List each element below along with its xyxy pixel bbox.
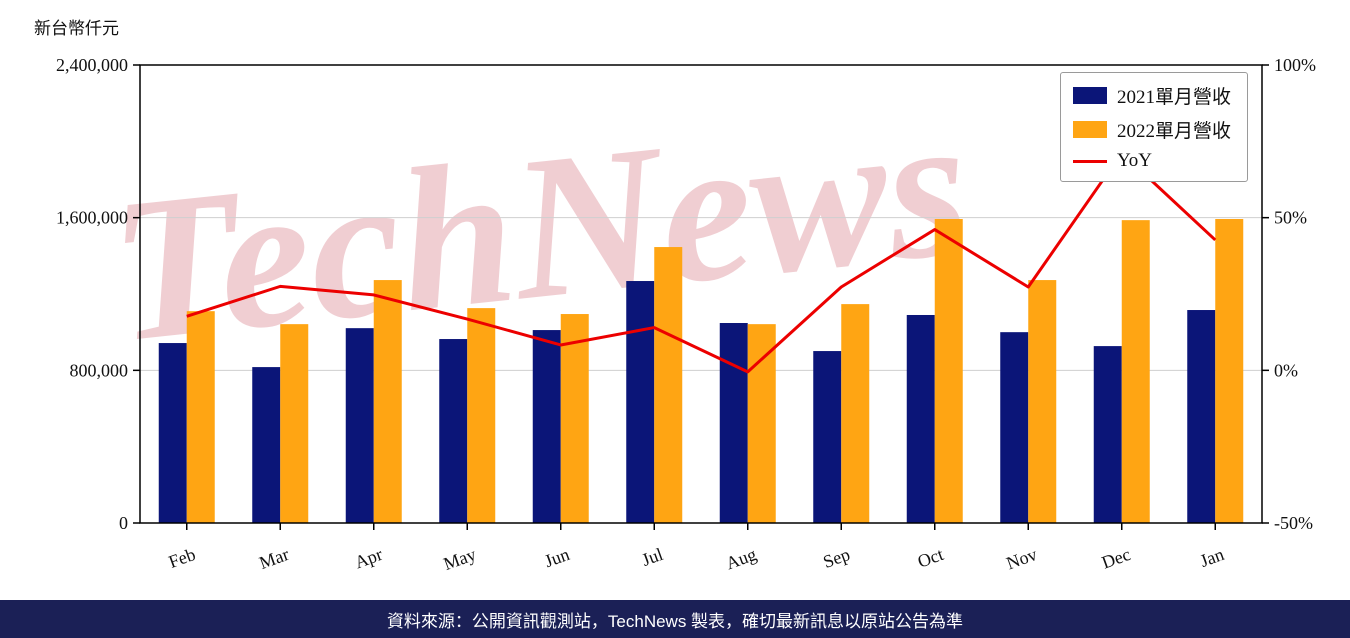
yoy-line: [186, 151, 1217, 374]
y-left-tick-label: 800,000: [70, 360, 129, 380]
x-tick-label: Apr: [352, 544, 385, 572]
y-left-tick-label: 2,400,000: [56, 55, 128, 75]
legend-item-label: 2021單月營收: [1116, 87, 1231, 108]
legend-box-swatch: [1072, 87, 1107, 104]
x-tick-label: Sep: [820, 544, 852, 572]
legend-box-swatch: [1072, 121, 1107, 138]
legend-item: 2022單月營收: [1072, 116, 1231, 143]
bar-2021單月營收: [439, 339, 468, 523]
bar-2022單月營收: [841, 304, 870, 523]
bar-2022單月營收: [1121, 220, 1150, 523]
x-tick-label: Aug: [723, 544, 759, 573]
x-tick-label: May: [441, 544, 479, 574]
bar-2022單月營收: [1028, 280, 1057, 523]
bar-2021單月營收: [813, 351, 842, 523]
x-tick-label: Oct: [915, 544, 946, 572]
x-tick-label: Jun: [542, 544, 572, 571]
bar-2022單月營收: [654, 247, 683, 523]
legend-line-swatch: [1072, 159, 1107, 163]
x-tick-label: Mar: [257, 544, 292, 573]
bar-2021單月營收: [345, 328, 374, 523]
legend: 2021單月營收 2022單月營收 YoY: [1059, 72, 1248, 182]
legend-item: 2021單月營收: [1072, 82, 1231, 109]
chart-plot: 0 800,000 1,600,000 2,400,000 -50% 0% 50% 100% F…: [56, 55, 1316, 574]
bar-2022單月營收: [1215, 219, 1244, 523]
legend-item-label: YoY: [1116, 150, 1153, 171]
y-left-tick-label: 1,600,000: [56, 208, 128, 228]
bar-2022單月營收: [934, 219, 963, 523]
bar-2021單月營收: [532, 330, 561, 523]
bar-2021單月營收: [252, 367, 281, 523]
x-tick-label: Nov: [1004, 544, 1040, 573]
bar-2022單月營收: [467, 308, 496, 523]
bar-2022單月營收: [280, 324, 309, 523]
bar-2021單月營收: [1093, 346, 1122, 523]
bar-2021單月營收: [719, 323, 748, 523]
y-right-tick-label: 0%: [1274, 360, 1298, 380]
axis-unit-label: 新台幣仟元: [34, 19, 119, 38]
bar-2022單月營收: [373, 280, 402, 523]
y-left-tick-label: 0: [119, 513, 128, 533]
bar-2022單月營收: [186, 311, 215, 523]
bar-2022單月營收: [560, 314, 589, 523]
bar-2021單月營收: [1187, 310, 1216, 523]
legend-item: YoY: [1072, 150, 1231, 172]
x-tick-label: Jan: [1197, 544, 1226, 571]
bar-2021單月營收: [906, 314, 935, 523]
bar-2022單月營收: [747, 324, 776, 523]
x-tick-label: Jul: [639, 544, 666, 570]
bar-2021單月營收: [158, 343, 187, 523]
y-right-tick-label: -50%: [1274, 513, 1313, 533]
x-tick-label: Feb: [166, 544, 198, 572]
bar-2021單月營收: [1000, 332, 1029, 523]
y-right-tick-label: 50%: [1274, 208, 1307, 228]
plot-frame: [139, 64, 1263, 524]
y-right-tick-label: 100%: [1274, 55, 1316, 75]
legend-item-label: 2022單月營收: [1116, 121, 1231, 142]
footer-note: 資料來源：公開資訊觀測站，TechNews 製表，確切最新訊息以原站公告為準: [0, 600, 1350, 638]
bar-2021單月營收: [626, 281, 655, 523]
x-tick-label: Dec: [1099, 544, 1133, 573]
